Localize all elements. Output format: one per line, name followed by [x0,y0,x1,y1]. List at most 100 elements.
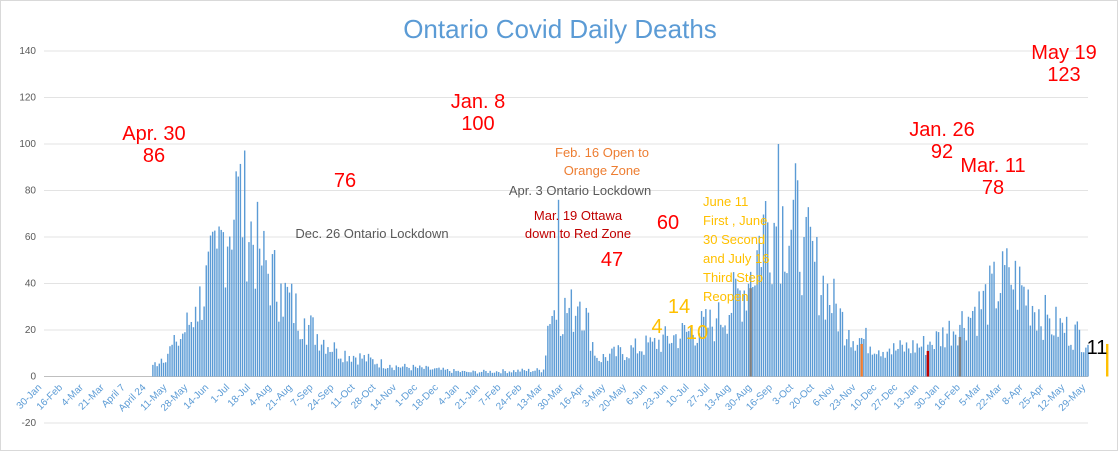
bar [216,248,218,377]
bar [950,345,953,377]
bar [566,313,568,377]
bar [969,317,972,377]
bar [931,344,933,377]
bar [269,305,272,377]
event-marker-bar [860,343,863,377]
bar [871,354,874,377]
bar [455,371,457,377]
bar [540,372,543,377]
bar [944,347,946,377]
bar [429,369,432,377]
bar [235,171,237,377]
bar [436,368,438,377]
bar [327,347,329,377]
bar [989,265,991,377]
bar [754,285,756,377]
bar [278,321,280,377]
bar [547,325,549,377]
bar [677,348,679,377]
event-marker-bar [1106,343,1109,377]
bar [715,318,718,377]
bar [559,335,562,377]
bar [472,370,474,377]
bar [344,350,346,377]
bar [380,359,383,377]
bar [948,320,950,377]
bar [299,339,301,377]
bar [835,303,837,377]
bar [248,242,250,377]
bar [408,367,410,377]
bar [549,324,551,377]
y-tick-label: 20 [25,325,37,336]
bar [626,357,628,377]
chart-title: Ontario Covid Daily Deaths [403,14,717,44]
bar [431,369,434,377]
annotation-v10: 10 [686,322,708,344]
bar [594,355,596,377]
bar [679,338,681,377]
bar [865,327,867,377]
bar [705,309,707,377]
bar [340,358,342,377]
bar [367,353,370,377]
bar [939,346,942,377]
annotation-apr3: Apr. 3 Ontario Lockdown [509,183,651,198]
bar [974,306,976,377]
bar [651,341,654,377]
event-marker-bar [926,350,930,377]
bar [525,371,528,377]
y-tick-label: 120 [19,93,36,104]
bar [660,351,662,377]
bar [188,324,190,377]
bar [685,331,688,377]
bar [1014,260,1017,377]
bar [459,372,462,377]
bar [907,348,910,377]
bar [335,348,338,377]
bar [912,340,914,377]
bar [538,369,541,377]
bar [489,370,491,377]
bar [893,343,895,377]
bar [256,201,259,377]
bar [1008,267,1010,377]
bar [952,331,955,377]
bar [925,354,927,377]
bar [858,338,861,377]
annotation-june11: June 11 [703,194,748,209]
bar [856,344,859,377]
bar [837,331,839,377]
bar [312,317,314,377]
bar [986,324,989,377]
bar [630,345,632,377]
bar [519,371,521,377]
bar [848,330,850,377]
bar [290,283,293,377]
bar [361,358,363,377]
bar [346,361,348,377]
bar [179,339,182,377]
bar [325,353,327,377]
bar [809,226,812,377]
bar [967,316,970,377]
bar [453,369,455,377]
bar [649,337,652,377]
annotation-sep-peak: 76 [334,170,356,192]
bar [184,332,186,377]
bar [493,372,496,377]
bar [591,342,594,377]
bar [433,368,436,377]
y-tick-label: 80 [25,186,37,197]
bar [286,286,289,377]
bar [502,369,504,377]
annotation-end11: 11 [1087,337,1108,359]
bar [910,353,912,377]
bar [1080,352,1083,377]
bar [491,372,494,377]
bar [1004,265,1006,377]
bar [483,369,485,377]
bar [899,340,901,377]
bar [816,237,818,377]
